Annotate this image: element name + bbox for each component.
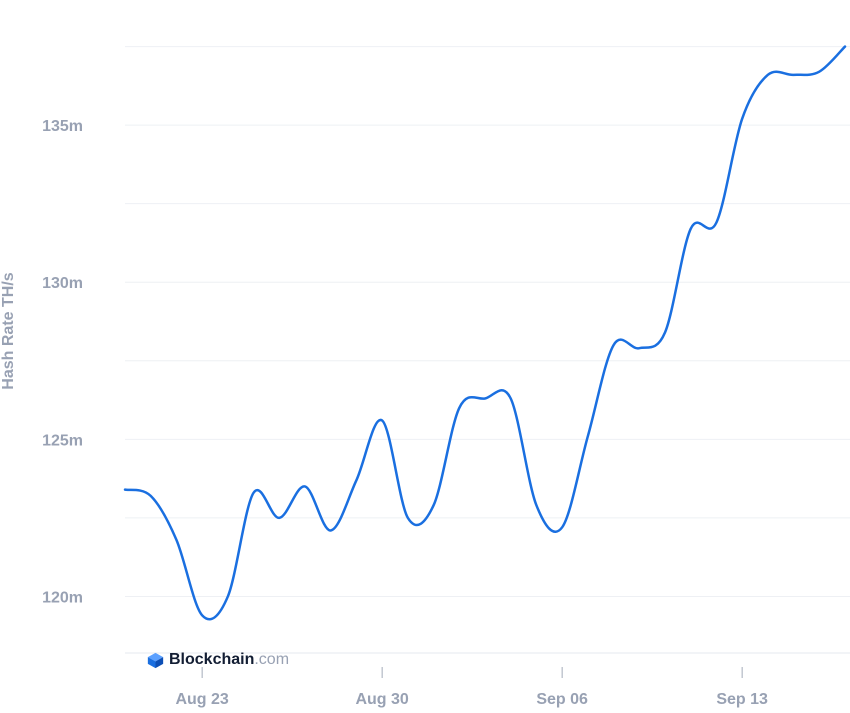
grid-lines [125,46,850,597]
data-point [353,477,359,483]
data-point [148,493,154,499]
data-point [636,345,642,351]
data-point [379,417,385,423]
data-point [713,220,719,226]
y-tick-label: 120m [42,589,83,606]
data-point [816,69,822,75]
hash-rate-series-line [123,45,847,621]
data-point [559,524,565,530]
data-point [611,342,617,348]
brand-tld: .com [254,651,290,668]
data-point [533,502,539,508]
blockchain-logo-icon [147,652,164,668]
data-point [508,395,514,401]
y-tick-label: 130m [42,275,83,292]
y-axis-tick-labels: 120m 125m 130m 135m [42,118,83,606]
data-point [585,433,591,439]
x-axis-ticks: Aug 23 Aug 30 Sep 06 Sep 13 [175,667,768,708]
data-point [791,72,797,78]
data-point [173,537,179,543]
x-tick-label: Sep 06 [536,691,588,708]
y-tick-label: 125m [42,432,83,449]
data-point [765,72,771,78]
y-axis-label: Hash Rate TH/s [0,272,17,389]
data-point [405,515,411,521]
data-point [122,487,128,493]
data-point [662,330,668,336]
brand-name: Blockchain [169,651,255,668]
data-point [456,405,462,411]
x-tick-label: Aug 23 [175,691,228,708]
data-point [482,395,488,401]
x-tick-label: Aug 30 [355,691,408,708]
data-point [302,483,308,489]
brand-watermark: Blockchain.com [147,651,289,669]
data-point [251,490,257,496]
x-tick-label: Sep 13 [716,691,768,708]
data-point [199,612,205,618]
data-point [842,44,848,50]
data-point [328,527,334,533]
data-point [688,226,694,232]
data-point [431,502,437,508]
data-point [739,116,745,122]
data-point [225,593,231,599]
y-tick-label: 135m [42,118,83,135]
data-point [276,515,282,521]
